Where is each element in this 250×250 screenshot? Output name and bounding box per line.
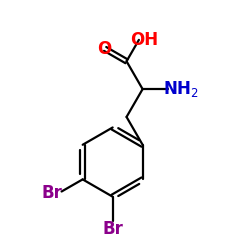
Text: Br: Br <box>102 220 123 238</box>
Text: Br: Br <box>42 184 63 202</box>
Text: NH$_2$: NH$_2$ <box>163 79 199 99</box>
Text: O: O <box>97 40 111 58</box>
Text: OH: OH <box>130 31 158 49</box>
